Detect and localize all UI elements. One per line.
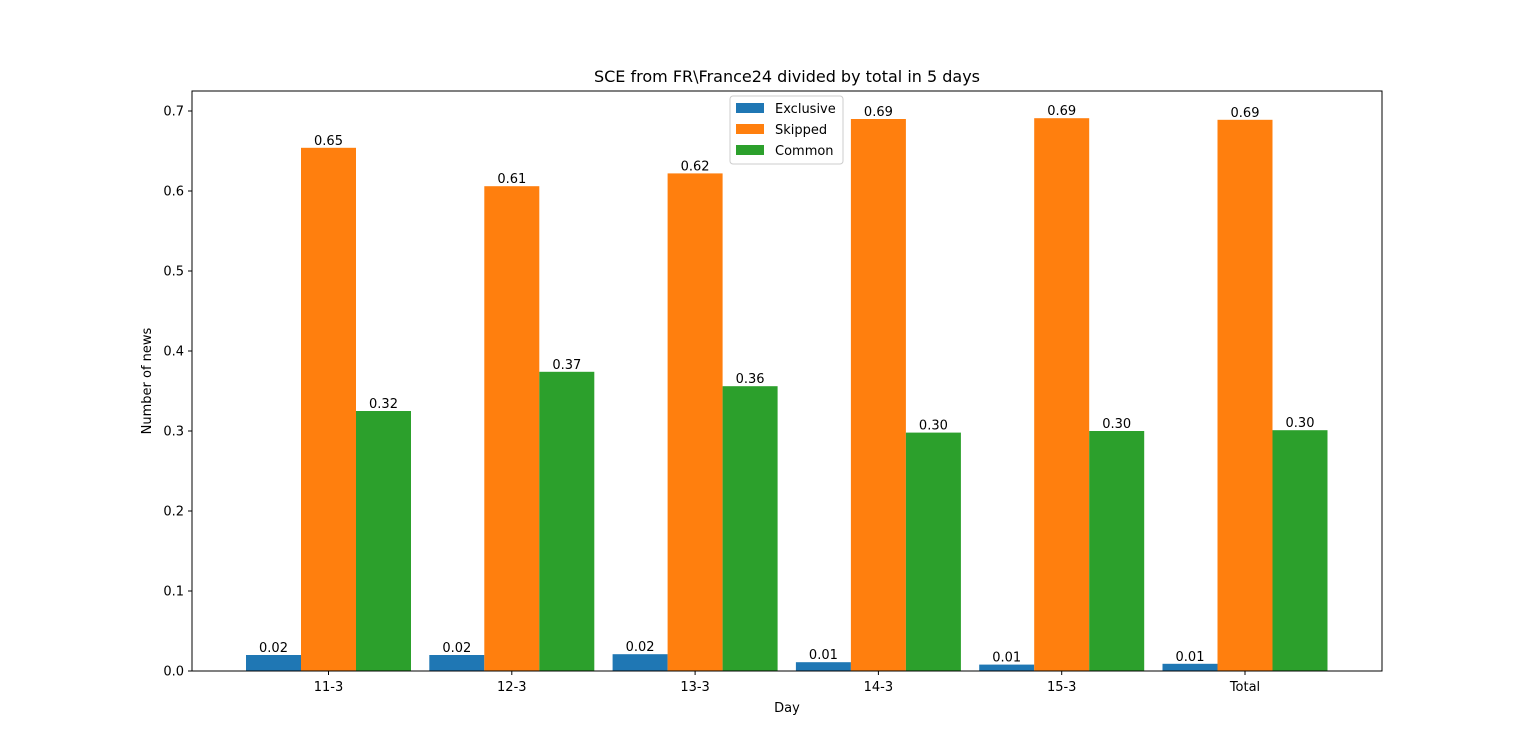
bar-common-11-3 — [356, 411, 411, 671]
bar-common-total — [1272, 430, 1328, 671]
x-axis-ticks: 11-3 12-3 13-3 14-3 15-3 Total — [314, 671, 1260, 695]
legend-items: Exclusive Skipped Common — [736, 102, 836, 159]
data-label-skipped-13-3: 0.62 — [681, 159, 710, 174]
data-label-exclusive-12-3: 0.02 — [442, 641, 471, 656]
plot-area-frame — [191, 90, 1383, 672]
x-tick-label: 13-3 — [680, 680, 710, 695]
y-tick-label: 0.0 — [163, 665, 184, 680]
data-label-common-15-3: 0.30 — [1102, 417, 1131, 432]
bar-common-13-3 — [722, 386, 778, 671]
data-labels-layer: 0.02 0.65 0.32 0.02 0.61 0.37 0.02 0.62 0.36 0.01… — [259, 104, 1314, 665]
data-label-common-13-3: 0.36 — [736, 372, 765, 387]
chart-title: SCE from FR\France24 divided by total in… — [594, 67, 980, 86]
bar-common-12-3 — [539, 371, 595, 671]
data-label-common-11-3: 0.32 — [369, 397, 398, 412]
x-tick-label: Total — [1229, 680, 1260, 695]
y-tick-label: 0.6 — [163, 185, 184, 200]
bars-layer — [246, 118, 1328, 672]
data-label-skipped-12-3: 0.61 — [497, 172, 526, 187]
legend-swatch-skipped — [736, 124, 764, 134]
data-label-common-total: 0.30 — [1286, 416, 1315, 431]
data-label-exclusive-14-3: 0.01 — [809, 648, 838, 663]
y-tick-label: 0.2 — [163, 505, 184, 520]
bar-exclusive-14-3 — [795, 662, 851, 671]
bar-skipped-11-3 — [301, 147, 356, 672]
data-label-exclusive-15-3: 0.01 — [992, 651, 1021, 666]
legend-swatch-exclusive — [736, 103, 764, 113]
data-label-skipped-total: 0.69 — [1231, 106, 1260, 121]
bar-exclusive-total — [1162, 663, 1218, 671]
bar-skipped-14-3 — [850, 119, 906, 671]
legend-swatch-common — [736, 145, 764, 155]
y-tick-label: 0.4 — [163, 345, 184, 360]
legend-label-exclusive: Exclusive — [775, 102, 836, 117]
data-label-exclusive-13-3: 0.02 — [626, 640, 655, 655]
bar-skipped-12-3 — [484, 186, 540, 671]
bar-skipped-total — [1217, 119, 1273, 672]
bar-common-15-3 — [1089, 431, 1145, 671]
y-tick-label: 0.1 — [163, 585, 184, 600]
bar-common-14-3 — [905, 432, 961, 671]
bar-exclusive-13-3 — [612, 654, 668, 671]
bar-exclusive-11-3 — [246, 655, 301, 671]
chart-legend: Exclusive Skipped Common — [729, 95, 844, 165]
bar-skipped-15-3 — [1034, 118, 1090, 671]
x-tick-label: 14-3 — [864, 680, 894, 695]
bar-exclusive-15-3 — [979, 664, 1035, 671]
x-tick-label: 12-3 — [497, 680, 527, 695]
x-tick-label: 15-3 — [1047, 680, 1077, 695]
y-axis-label: Number of news — [140, 327, 155, 434]
bar-skipped-13-3 — [667, 173, 723, 671]
legend-label-skipped: Skipped — [775, 123, 827, 138]
y-tick-label: 0.5 — [163, 265, 184, 280]
legend-label-common: Common — [775, 144, 834, 159]
data-label-skipped-11-3: 0.65 — [314, 134, 343, 149]
y-axis-ticks: 0.0 0.1 0.2 0.3 0.4 0.5 0.6 0.7 — [163, 105, 192, 680]
x-axis-label: Day — [774, 701, 800, 716]
data-label-common-14-3: 0.30 — [919, 419, 948, 434]
data-label-exclusive-11-3: 0.02 — [259, 641, 288, 656]
y-tick-label: 0.3 — [163, 425, 184, 440]
data-label-exclusive-total: 0.01 — [1176, 650, 1205, 665]
bar-exclusive-12-3 — [429, 655, 485, 671]
x-tick-label: 11-3 — [314, 680, 344, 695]
data-label-skipped-15-3: 0.69 — [1047, 104, 1076, 119]
data-label-skipped-14-3: 0.69 — [864, 105, 893, 120]
data-label-common-12-3: 0.37 — [552, 358, 581, 373]
y-tick-label: 0.7 — [163, 105, 184, 120]
